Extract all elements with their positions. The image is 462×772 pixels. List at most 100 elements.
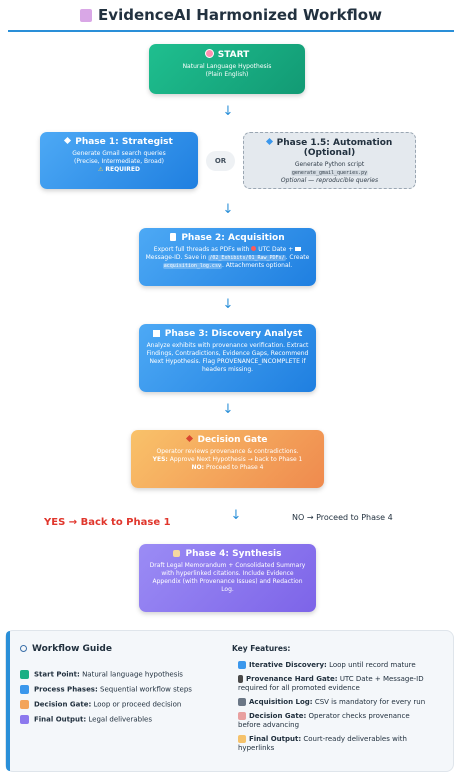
legend-label: Start Point: [34, 670, 80, 679]
decision-gate-node: Decision Gate Operator reviews provenanc… [131, 430, 324, 488]
phase2-code-2: acquisition_log.csv [162, 263, 222, 269]
phase4-text-1: Draft Legal Memorandum + Consolidated Su… [149, 562, 306, 569]
legend-swatch [20, 670, 29, 679]
arrow-down: ↓ [222, 297, 234, 312]
scroll-icon [238, 735, 246, 743]
feature-item: Iterative Discovery: Loop until record m… [238, 661, 448, 670]
clipboard-icon [238, 712, 246, 720]
features-title: Key Features: [232, 644, 291, 653]
diamond-icon [64, 136, 72, 145]
magnifier-icon [20, 645, 27, 652]
traffic-light-icon [238, 675, 243, 683]
phase4-text-4: Log. [221, 586, 234, 593]
phase1-text-1: Generate Gmail search queries [72, 150, 166, 157]
phase2-text-2b: . Create [285, 254, 310, 261]
phase3-node: Phase 3: Discovery Analyst Analyze exhib… [139, 324, 316, 392]
feature-text-2: hyperlinks [238, 744, 275, 752]
legend-label: Process Phases: [34, 685, 98, 694]
feature-text: UTC Date + Message-ID [339, 675, 424, 683]
phase2-text-1b: UTC Date + [258, 246, 294, 253]
feature-text: Operator checks provenance [308, 712, 410, 720]
guide-accent-bar [6, 631, 10, 771]
gate-no-text: Proceed to Phase 4 [205, 464, 264, 471]
phase2-text-2: Message-ID. Save in [145, 254, 207, 261]
feature-text-2: before advancing [238, 721, 300, 729]
legend-swatch [20, 685, 29, 694]
target-icon [204, 49, 214, 58]
phase3-heading: Phase 3: Discovery Analyst [164, 329, 303, 339]
scroll-icon [173, 550, 181, 557]
arrow-down: ↓ [230, 508, 242, 523]
legend-label: Final Output: [34, 715, 87, 724]
feature-label: Decision Gate: [249, 712, 307, 720]
diamond-icon [186, 434, 194, 443]
gate-text-1: Operator reviews provenance & contradict… [156, 448, 299, 455]
feature-label: Acquisition Log: [249, 698, 313, 706]
phase4-text-3: Appendix (with Provenance Issues) and Re… [152, 578, 303, 585]
page-title: EvidenceAI Harmonized Workflow [0, 6, 462, 24]
feature-label: Iterative Discovery: [249, 661, 327, 669]
feature-text: Court-ready deliverables with [303, 735, 407, 743]
feature-item: Final Output: Court-ready deliverables w… [238, 735, 448, 753]
legend-item-final: Final Output: Legal deliverables [20, 715, 152, 724]
feature-text-2: required for all promoted evidence [238, 684, 360, 692]
no-branch-label: NO → Proceed to Phase 4 [292, 513, 393, 522]
phase3-text-3: Next Hypothesis. Flag PROVENANCE_INCOMPL… [149, 358, 306, 365]
warning-icon: ⚠ [98, 166, 104, 173]
gate-heading: Decision Gate [197, 435, 268, 445]
legend-item-start: Start Point: Natural language hypothesis [20, 670, 183, 679]
arrow-down: ↓ [222, 104, 234, 119]
phase15-note: Optional — reproducible queries [280, 177, 379, 184]
start-text-1: Natural Language Hypothesis [182, 63, 272, 70]
email-icon [295, 247, 302, 251]
or-label: OR [206, 151, 235, 171]
feature-item: Acquisition Log: CSV is mandatory for ev… [238, 698, 448, 707]
feature-item: Decision Gate: Operator checks provenanc… [238, 712, 448, 730]
gate-yes-label: YES: [152, 456, 168, 463]
legend-swatch [20, 715, 29, 724]
legend-swatch [20, 700, 29, 709]
legend-text: Loop or proceed decision [93, 700, 182, 709]
phase2-code-1: /02_Exhibits/01_Raw_PDFs/ [208, 255, 286, 261]
guide-title: Workflow Guide [32, 644, 112, 654]
phase1-node: Phase 1: Strategist Generate Gmail searc… [40, 132, 198, 189]
chart-icon [152, 330, 160, 337]
phase3-text-1: Analyze exhibits with provenance verific… [146, 342, 309, 349]
phase2-text-1: Export full threads as PDFs with [153, 246, 250, 253]
phase2-heading: Phase 2: Acquisition [181, 233, 285, 243]
phase15-node: Phase 1.5: Automation (Optional) Generat… [243, 132, 416, 189]
legend-text: Natural language hypothesis [82, 670, 183, 679]
title-divider [8, 30, 454, 32]
arrow-down: ↓ [222, 402, 234, 417]
clipboard-icon [80, 9, 93, 22]
phase1-required: REQUIRED [105, 166, 140, 173]
feature-text: CSV is mandatory for every run [314, 698, 426, 706]
phase15-heading: Phase 1.5: Automation (Optional) [276, 138, 393, 158]
start-heading: START [217, 50, 250, 60]
legend-text: Sequential workflow steps [100, 685, 192, 694]
phase2-node: Phase 2: Acquisition Export full threads… [139, 228, 316, 286]
phase1-heading: Phase 1: Strategist [75, 137, 173, 147]
phase3-text-4: headers missing. [201, 366, 254, 373]
gate-yes-text: Approve Next Hypothesis → back to Phase … [169, 456, 303, 463]
document-icon [170, 233, 177, 241]
legend-item-process: Process Phases: Sequential workflow step… [20, 685, 192, 694]
phase4-text-2: with hyperlinked citations. Include Evid… [161, 570, 294, 577]
legend-text: Legal deliverables [88, 715, 152, 724]
workflow-guide: Workflow Guide Start Point: Natural lang… [5, 630, 454, 772]
legend-label: Decision Gate: [34, 700, 92, 709]
start-text-2: (Plain English) [205, 71, 249, 78]
arrow-down: ↓ [222, 202, 234, 217]
phase1-text-2: (Precise, Intermediate, Broad) [74, 158, 164, 165]
feature-item: Provenance Hard Gate: UTC Date + Message… [238, 675, 448, 693]
diamond-icon [265, 137, 273, 146]
phase15-text-1: Generate Python script [294, 161, 365, 168]
phase3-text-2: Findings, Contradictions, Evidence Gaps,… [146, 350, 309, 357]
clock-icon [251, 246, 257, 251]
phase4-heading: Phase 4: Synthesis [185, 549, 282, 559]
feature-text: Loop until record mature [329, 661, 416, 669]
log-icon [238, 698, 246, 706]
feature-label: Final Output: [249, 735, 302, 743]
yes-branch-label: YES → Back to Phase 1 [44, 517, 171, 528]
start-node: START Natural Language Hypothesis (Plain… [149, 44, 305, 94]
